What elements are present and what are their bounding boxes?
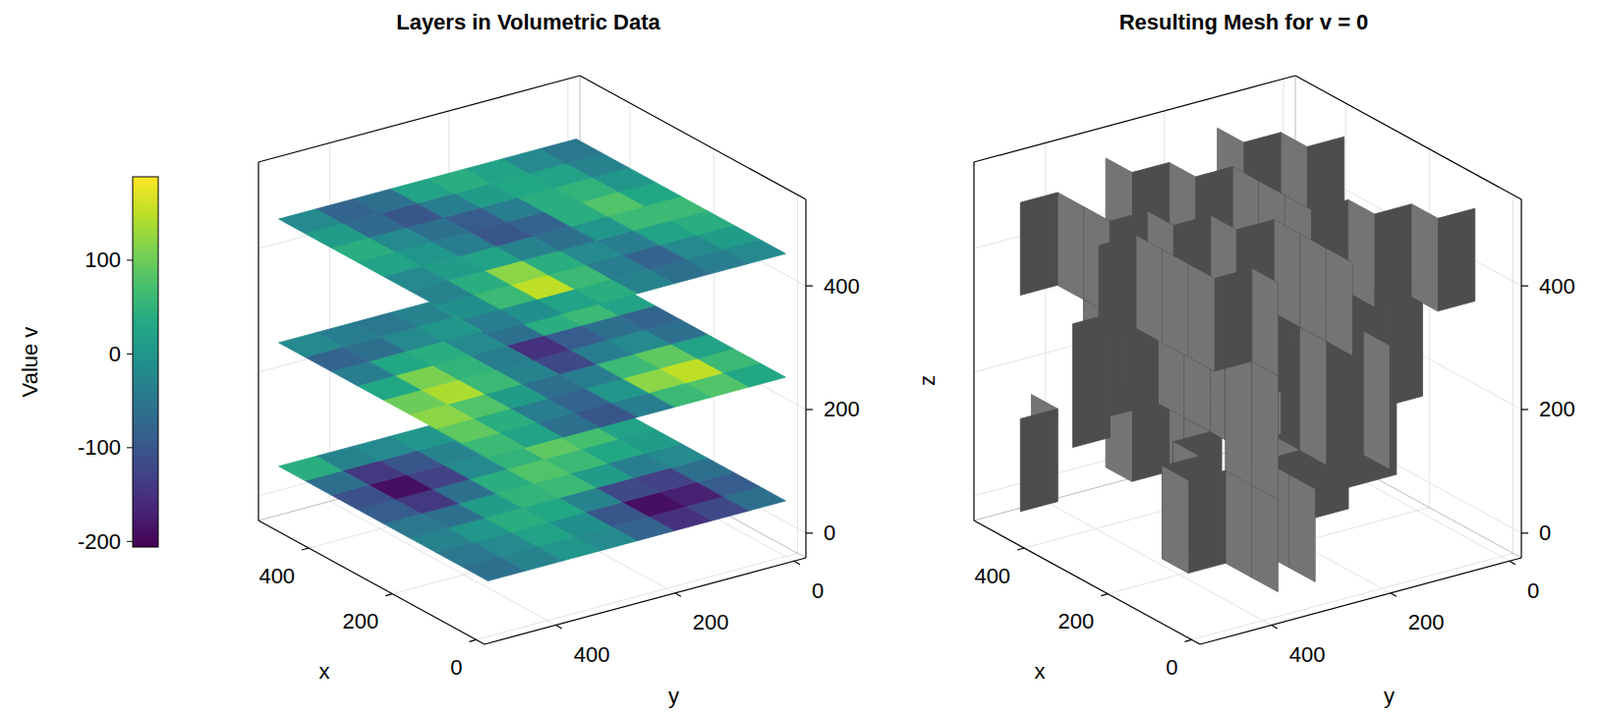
svg-text:400: 400 xyxy=(973,564,1011,589)
svg-text:200: 200 xyxy=(692,610,730,635)
svg-text:400: 400 xyxy=(573,642,611,668)
svg-text:0: 0 xyxy=(1527,578,1540,604)
svg-text:400: 400 xyxy=(1289,642,1326,668)
svg-text:200: 200 xyxy=(1408,610,1445,635)
svg-text:Resulting Mesh for v = 0: Resulting Mesh for v = 0 xyxy=(1119,9,1370,35)
svg-text:400: 400 xyxy=(823,274,860,299)
svg-text:200: 200 xyxy=(342,609,380,634)
svg-text:0: 0 xyxy=(823,520,836,546)
svg-text:0: 0 xyxy=(1539,520,1551,546)
svg-text:400: 400 xyxy=(258,564,295,589)
svg-text:-100: -100 xyxy=(77,435,121,460)
svg-text:-200: -200 xyxy=(77,529,121,555)
svg-text:0: 0 xyxy=(1165,655,1178,681)
svg-text:0: 0 xyxy=(109,342,121,367)
svg-text:200: 200 xyxy=(1058,609,1095,634)
svg-text:z: z xyxy=(914,375,940,387)
svg-text:200: 200 xyxy=(823,397,860,422)
svg-text:y: y xyxy=(668,684,680,709)
svg-text:Value v: Value v xyxy=(17,327,43,399)
svg-text:100: 100 xyxy=(84,247,121,273)
svg-text:x: x xyxy=(1034,659,1046,685)
svg-text:x: x xyxy=(319,659,331,685)
svg-text:200: 200 xyxy=(1539,397,1576,422)
svg-text:y: y xyxy=(1383,684,1395,709)
svg-text:Layers in Volumetric Data: Layers in Volumetric Data xyxy=(396,9,661,35)
svg-text:0: 0 xyxy=(811,578,824,604)
svg-text:400: 400 xyxy=(1539,274,1576,299)
svg-text:0: 0 xyxy=(450,655,462,681)
